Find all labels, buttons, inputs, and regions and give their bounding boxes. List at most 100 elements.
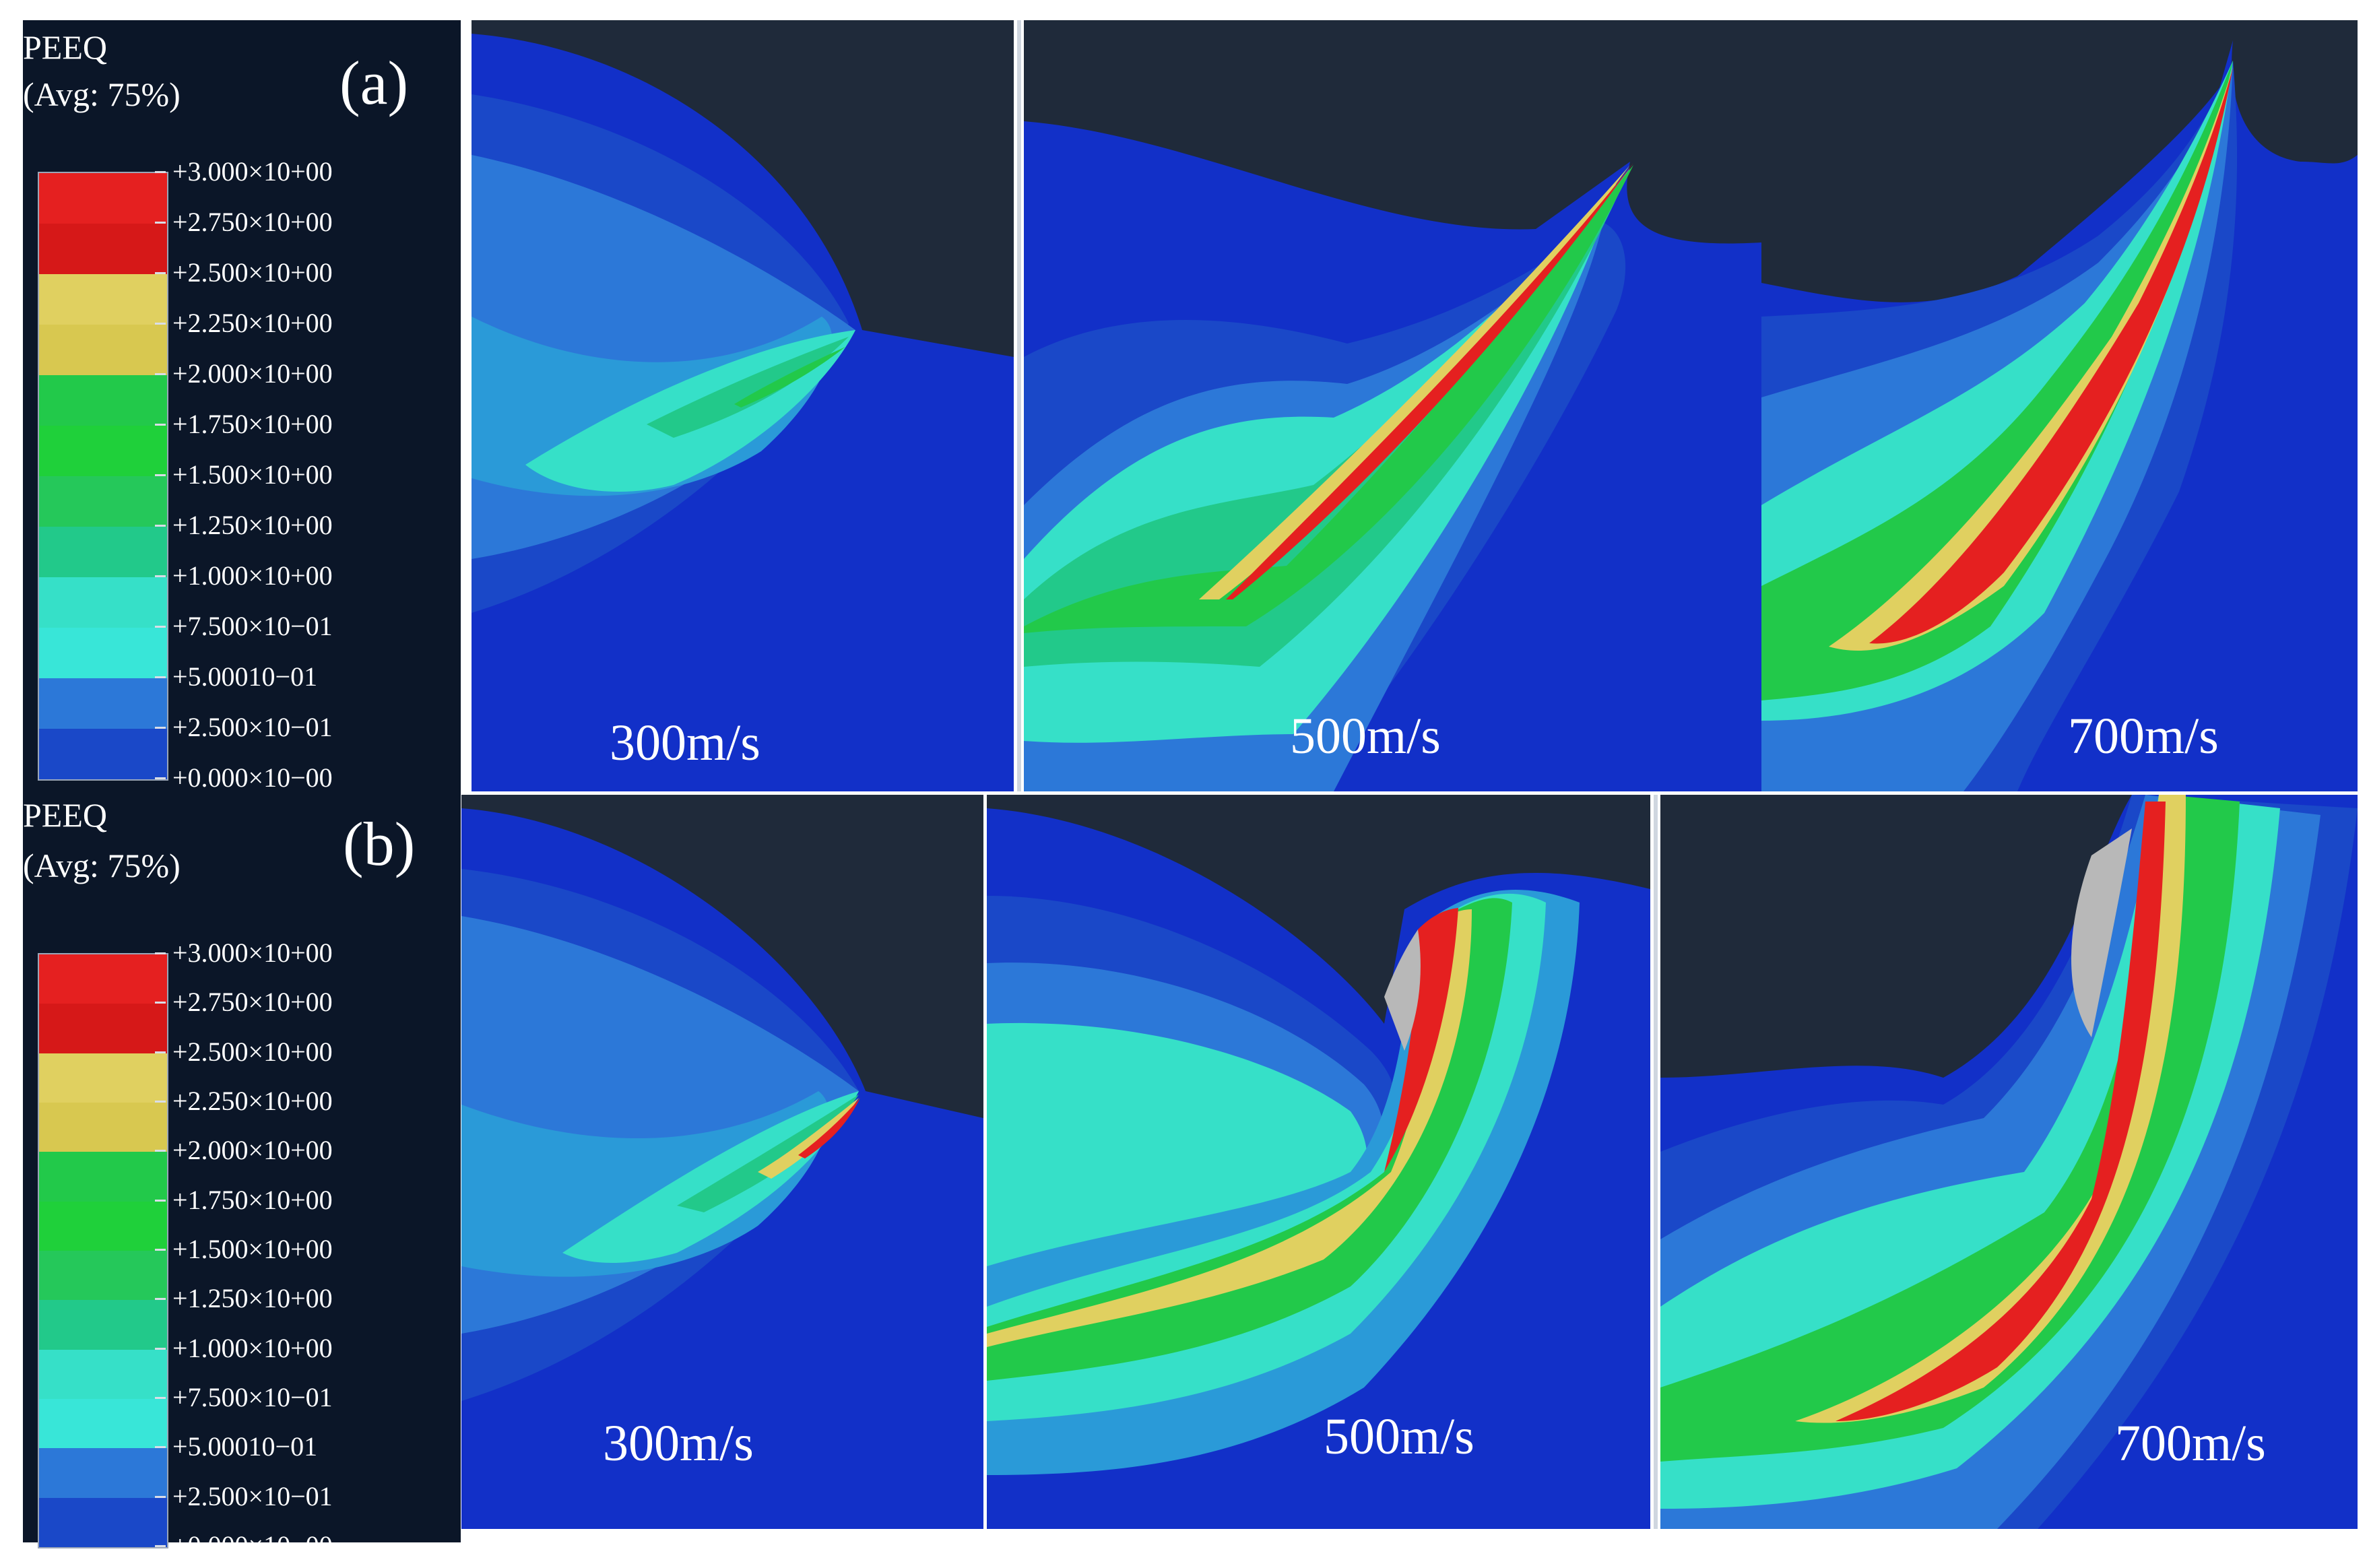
tick-label: +2.750×10+00 bbox=[172, 987, 333, 1018]
tick-mark bbox=[155, 474, 166, 476]
color-band bbox=[39, 954, 167, 1004]
tick-mark bbox=[155, 1051, 166, 1053]
color-band bbox=[39, 1497, 167, 1547]
legend-title-b: PEEQ bbox=[23, 796, 107, 834]
speed-label-b-300: 300m/s bbox=[603, 1415, 754, 1472]
color-band bbox=[39, 1152, 167, 1202]
color-bar-a bbox=[38, 172, 168, 781]
tick-label: +2.750×10+00 bbox=[172, 207, 333, 237]
speed-label-b-500: 500m/s bbox=[1324, 1408, 1474, 1465]
simulation-b-700: 700m/s bbox=[1660, 795, 2358, 1529]
panel-divider bbox=[1654, 795, 1658, 1529]
speed-label-b-700: 700m/s bbox=[2115, 1415, 2266, 1472]
tick-label: +7.500×10−01 bbox=[172, 611, 333, 641]
tick-label: +3.000×10+00 bbox=[172, 156, 333, 187]
color-band bbox=[39, 1251, 167, 1301]
legend-subtitle-b: (Avg: 75%) bbox=[23, 847, 181, 884]
tick-label: +7.500×10−01 bbox=[172, 1382, 333, 1412]
tick-label: +2.000×10+00 bbox=[172, 1135, 333, 1166]
tick-label: +2.000×10+00 bbox=[172, 358, 333, 389]
tick-label: +2.500×10+00 bbox=[172, 1036, 333, 1067]
color-band bbox=[39, 1300, 167, 1350]
tick-label: +2.500×10−01 bbox=[172, 1480, 333, 1511]
tick-label: +1.000×10+00 bbox=[172, 1332, 333, 1363]
color-band bbox=[39, 678, 167, 729]
tick-mark bbox=[155, 626, 166, 628]
color-band bbox=[39, 274, 167, 325]
legend-panel-b: PEEQ (Avg: 75%) (b) +3.000×10+00 +2.750×1… bbox=[23, 795, 461, 1561]
tick-mark bbox=[155, 171, 166, 173]
simulation-a-700: 700m/s bbox=[1761, 20, 2358, 791]
tick-mark bbox=[155, 777, 166, 779]
color-band bbox=[39, 375, 167, 426]
tick-mark bbox=[155, 1249, 166, 1251]
color-band bbox=[39, 628, 167, 678]
contour-plot-a-500 bbox=[1024, 20, 1761, 791]
tick-mark bbox=[155, 1495, 166, 1498]
color-band bbox=[39, 1399, 167, 1449]
contour-plot-b-300 bbox=[461, 795, 983, 1529]
speed-label-a-300: 300m/s bbox=[610, 715, 760, 771]
tick-mark bbox=[155, 1002, 166, 1004]
tick-mark bbox=[155, 525, 166, 527]
color-band bbox=[39, 577, 167, 628]
panel-label-a: (a) bbox=[339, 48, 409, 117]
tick-mark bbox=[155, 222, 166, 224]
tick-label: +2.500×10−01 bbox=[172, 712, 333, 742]
simulation-a-300: 300m/s bbox=[472, 20, 1014, 791]
tick-mark bbox=[155, 1397, 166, 1399]
color-band bbox=[39, 426, 167, 476]
color-band bbox=[39, 224, 167, 274]
tick-label: +2.500×10+00 bbox=[172, 257, 333, 288]
color-bar-b bbox=[38, 953, 168, 1548]
tick-label: +1.750×10+00 bbox=[172, 409, 333, 439]
tick-mark bbox=[155, 1347, 166, 1350]
tick-label: +0.000×10−00 bbox=[172, 762, 333, 793]
tick-label: +1.000×10+00 bbox=[172, 560, 333, 591]
legend-subtitle-a: (Avg: 75%) bbox=[23, 75, 181, 113]
contour-plot-a-700 bbox=[1761, 20, 2358, 791]
contour-plot-a-300 bbox=[472, 20, 1014, 791]
color-band bbox=[39, 1103, 167, 1152]
tick-label: +2.250×10+00 bbox=[172, 308, 333, 338]
speed-label-a-500: 500m/s bbox=[1290, 708, 1441, 764]
tick-label: +1.500×10+00 bbox=[172, 1234, 333, 1264]
color-band bbox=[39, 325, 167, 375]
panel-divider bbox=[1017, 20, 1021, 791]
tick-mark bbox=[155, 1199, 166, 1202]
tick-mark bbox=[155, 272, 166, 274]
color-band bbox=[39, 1201, 167, 1251]
tick-label: +3.000×10+00 bbox=[172, 938, 333, 968]
tick-label: +2.250×10+00 bbox=[172, 1086, 333, 1116]
color-band bbox=[39, 1448, 167, 1498]
tick-label: +0.000×10−00 bbox=[172, 1530, 333, 1561]
color-band bbox=[39, 527, 167, 577]
tick-label: +5.00010−01 bbox=[172, 661, 318, 692]
tick-label: +1.750×10+00 bbox=[172, 1184, 333, 1215]
tick-mark bbox=[155, 575, 166, 577]
panel-label-b: (b) bbox=[343, 810, 416, 878]
contour-plot-b-700 bbox=[1660, 795, 2358, 1529]
tick-mark bbox=[155, 952, 166, 954]
legend-panel-a: PEEQ (Avg: 75%) (a) +3.000×10+00 +2.750×1… bbox=[23, 20, 461, 795]
color-band bbox=[39, 1349, 167, 1399]
tick-mark bbox=[155, 1545, 166, 1547]
simulation-b-500: 500m/s bbox=[987, 795, 1650, 1529]
simulation-a-500: 500m/s bbox=[1024, 20, 1761, 791]
tick-label: +1.250×10+00 bbox=[172, 1283, 333, 1314]
tick-mark bbox=[155, 323, 166, 325]
legend-title-a: PEEQ bbox=[23, 28, 107, 66]
color-band bbox=[39, 729, 167, 779]
contour-plot-b-500 bbox=[987, 795, 1650, 1529]
tick-label: +1.250×10+00 bbox=[172, 510, 333, 540]
tick-mark bbox=[155, 676, 166, 678]
tick-label: +5.00010−01 bbox=[172, 1431, 318, 1462]
tick-mark bbox=[155, 1298, 166, 1301]
tick-mark bbox=[155, 1150, 166, 1152]
simulation-b-300: 300m/s bbox=[461, 795, 983, 1529]
speed-label-a-700: 700m/s bbox=[2068, 708, 2219, 764]
tick-mark bbox=[155, 1446, 166, 1449]
color-band bbox=[39, 476, 167, 527]
tick-label: +1.500×10+00 bbox=[172, 459, 333, 490]
tick-mark bbox=[155, 727, 166, 729]
